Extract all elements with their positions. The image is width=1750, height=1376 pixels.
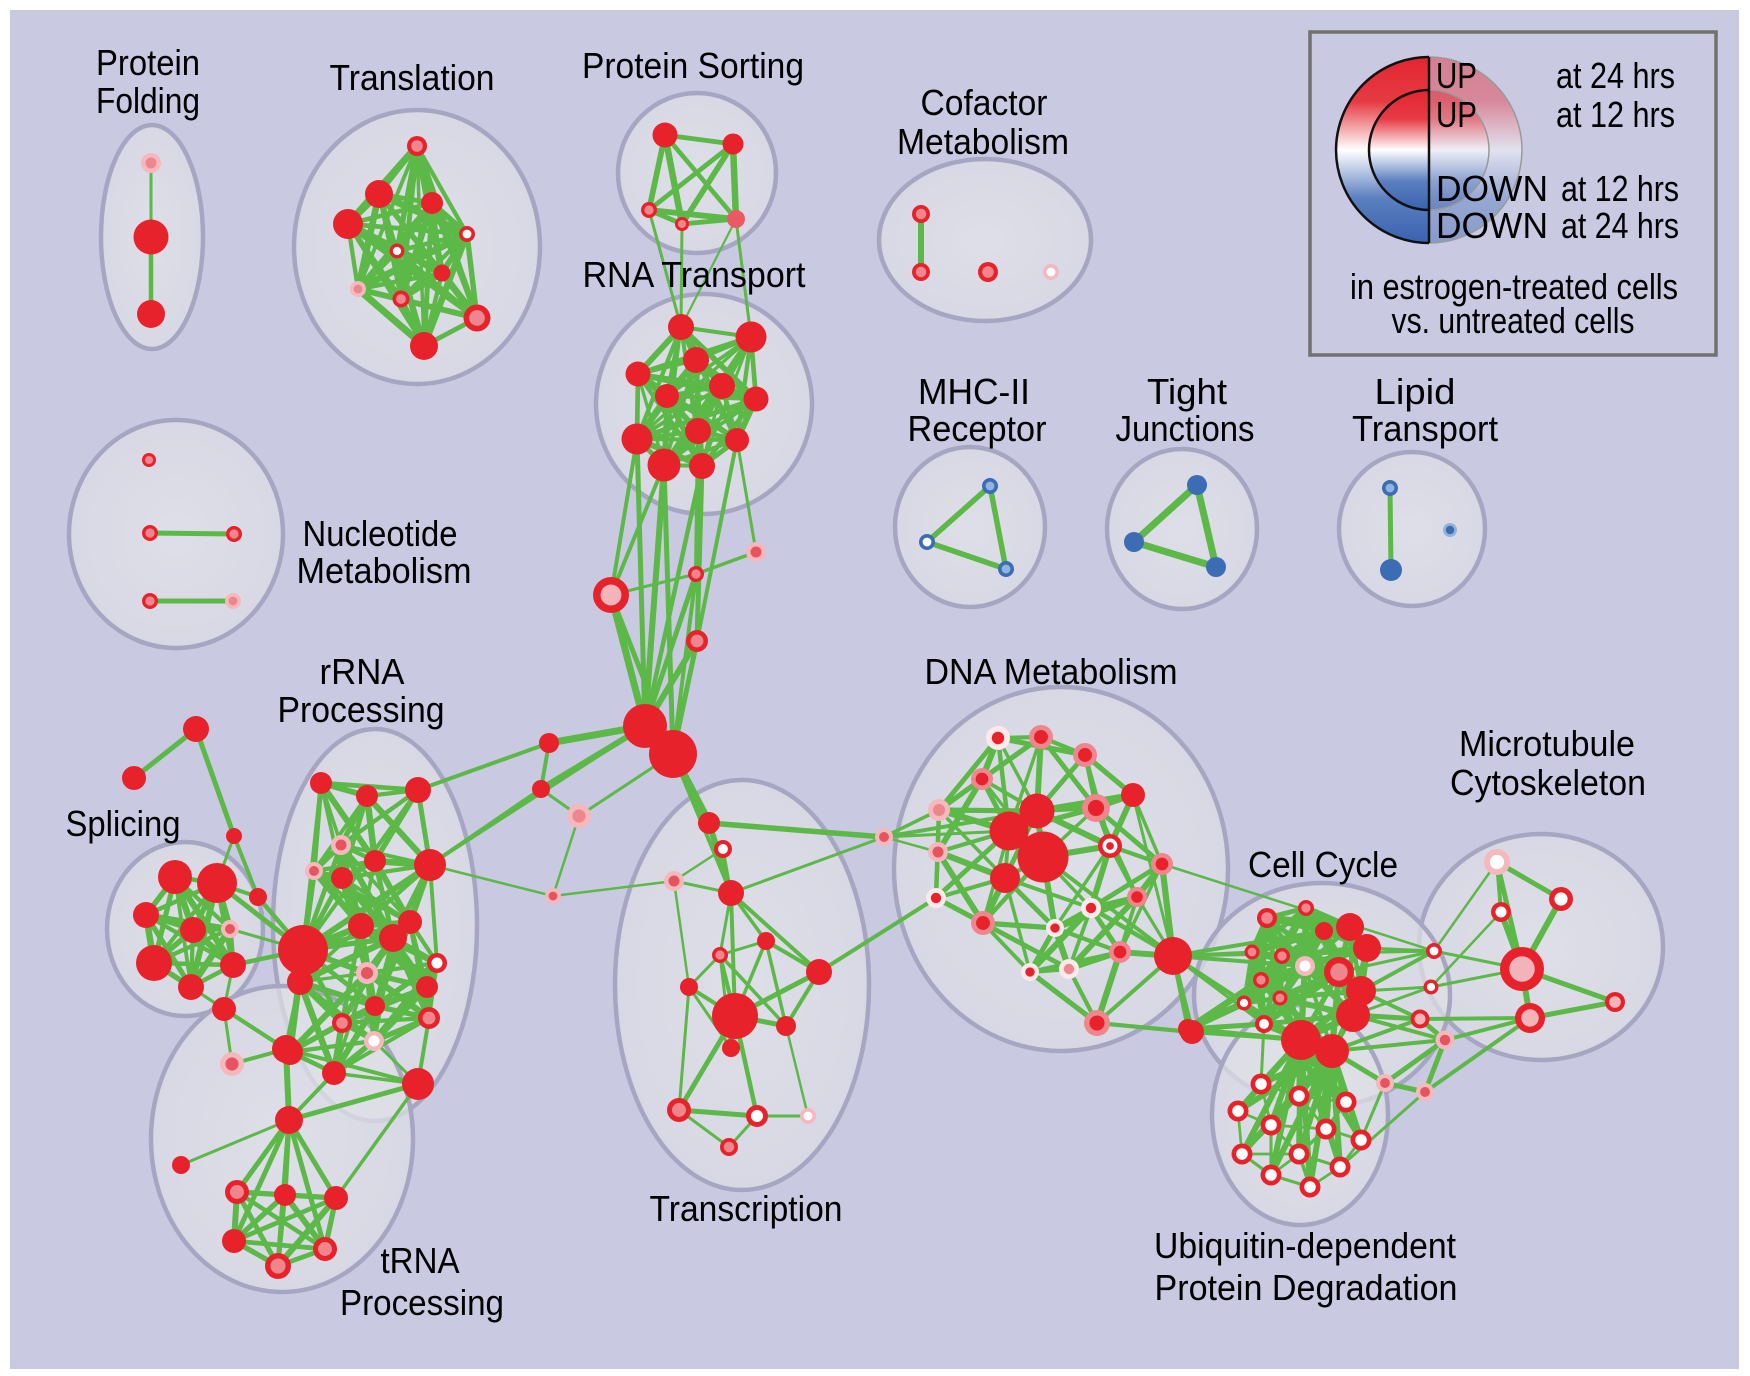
svg-text:Receptor: Receptor (908, 408, 1047, 449)
svg-text:DNA Metabolism: DNA Metabolism (925, 651, 1178, 692)
svg-text:Protein Sorting: Protein Sorting (582, 45, 804, 86)
svg-text:Lipid: Lipid (1375, 371, 1456, 412)
svg-text:at 12 hrs: at 12 hrs (1556, 94, 1675, 135)
svg-text:Microtubule: Microtubule (1459, 723, 1635, 764)
svg-text:at 24 hrs: at 24 hrs (1556, 55, 1675, 96)
svg-text:Cofactor: Cofactor (921, 82, 1048, 123)
svg-text:Transcription: Transcription (650, 1188, 843, 1229)
svg-text:in estrogen-treated cells: in estrogen-treated cells (1350, 266, 1678, 307)
svg-text:Cytoskeleton: Cytoskeleton (1450, 762, 1646, 803)
svg-text:Transport: Transport (1352, 408, 1498, 449)
svg-text:at 24 hrs: at 24 hrs (1561, 205, 1679, 246)
svg-text:Nucleotide: Nucleotide (303, 513, 458, 554)
svg-text:vs. untreated cells: vs. untreated cells (1392, 300, 1635, 341)
svg-text:Processing: Processing (278, 689, 445, 730)
svg-text:Ubiquitin-dependent: Ubiquitin-dependent (1154, 1225, 1456, 1266)
svg-text:rRNA: rRNA (320, 651, 405, 692)
svg-text:MHC-II: MHC-II (918, 371, 1030, 412)
svg-text:Metabolism: Metabolism (897, 121, 1069, 162)
svg-text:Protein Degradation: Protein Degradation (1155, 1267, 1458, 1308)
svg-text:Processing: Processing (340, 1282, 504, 1323)
svg-text:Protein: Protein (96, 42, 200, 83)
svg-text:UP: UP (1436, 55, 1477, 96)
svg-text:Metabolism: Metabolism (297, 550, 472, 591)
svg-text:DOWN: DOWN (1436, 168, 1548, 209)
svg-text:tRNA: tRNA (381, 1240, 460, 1281)
svg-text:Splicing: Splicing (66, 803, 181, 844)
svg-text:DOWN: DOWN (1436, 205, 1548, 246)
svg-text:at 12 hrs: at 12 hrs (1561, 168, 1679, 209)
svg-text:Cell Cycle: Cell Cycle (1248, 844, 1398, 885)
svg-text:Translation: Translation (330, 57, 495, 98)
svg-text:UP: UP (1436, 94, 1477, 135)
svg-text:RNA Transport: RNA Transport (583, 254, 806, 295)
svg-text:Junctions: Junctions (1116, 408, 1255, 449)
svg-text:Folding: Folding (96, 80, 200, 121)
svg-text:Tight: Tight (1147, 371, 1227, 412)
